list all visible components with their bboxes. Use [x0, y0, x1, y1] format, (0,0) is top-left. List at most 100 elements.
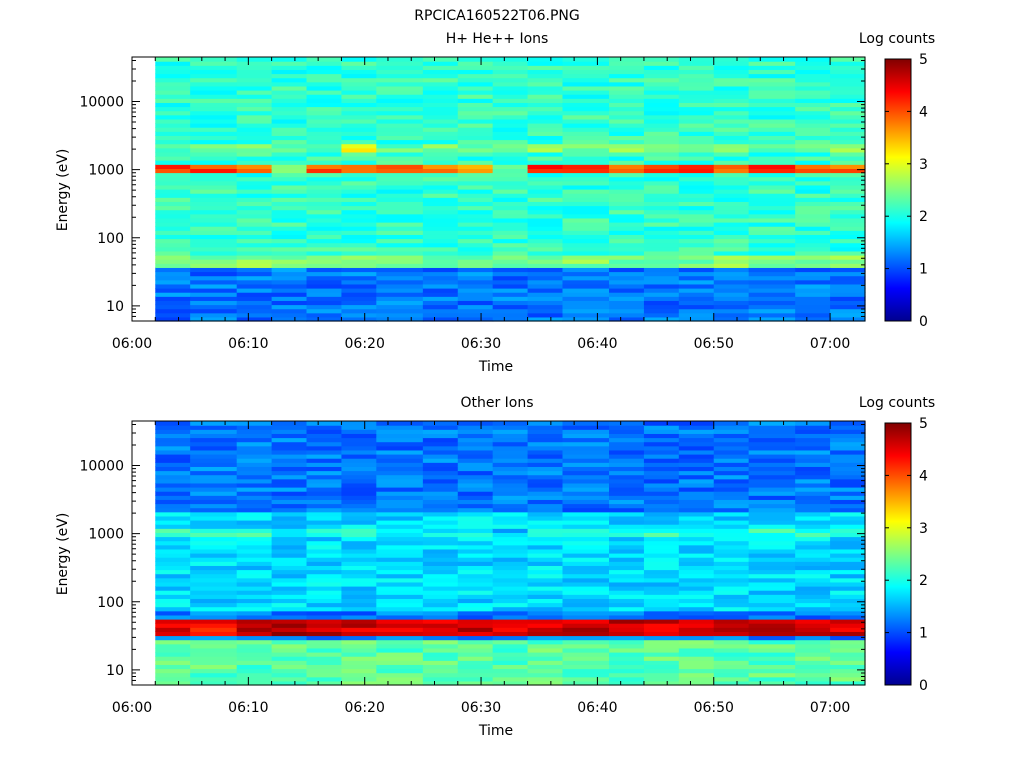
heatmap-cell: [306, 110, 343, 116]
heatmap-cell: [306, 623, 343, 628]
heatmap-cell: [527, 454, 564, 459]
heatmap-cell: [795, 614, 831, 620]
heatmap-cell: [271, 507, 308, 513]
heatmap-cell: [190, 226, 238, 231]
heatmap-cell: [562, 139, 610, 145]
heatmap-cell: [271, 288, 308, 293]
heatmap-cell: [376, 312, 424, 318]
heatmap-cell: [678, 553, 715, 558]
heatmap-cell: [830, 532, 866, 538]
heatmap-cell: [271, 94, 308, 99]
heatmap-cell: [830, 557, 866, 562]
heatmap-cell: [376, 503, 424, 509]
heatmap-cell: [271, 656, 308, 661]
heatmap-cell: [748, 110, 796, 116]
heatmap-cell: [236, 528, 273, 533]
heatmap-cell: [236, 664, 273, 670]
heatmap-cell: [609, 279, 645, 285]
heatmap-cell: [236, 503, 273, 509]
heatmap-cell: [748, 656, 796, 661]
heatmap-cell: [678, 164, 715, 169]
heatmap-cell: [748, 491, 796, 496]
heatmap-cell: [678, 548, 715, 554]
heatmap-cell: [190, 445, 238, 451]
heatmap-cell: [830, 114, 866, 120]
heatmap-cell: [236, 511, 273, 517]
heatmap-cell: [155, 292, 191, 297]
heatmap-cell: [609, 594, 645, 599]
heatmap-cell: [492, 598, 529, 604]
heatmap-cell: [457, 73, 494, 79]
heatmap-cell: [609, 602, 645, 608]
heatmap-cell: [190, 168, 238, 174]
heatmap-cell: [643, 680, 680, 686]
heatmap-cell: [527, 300, 564, 306]
heatmap-cell: [155, 445, 191, 451]
heatmap-cell: [457, 528, 494, 533]
heatmap-cell: [306, 90, 343, 95]
heatmap-cell: [236, 635, 273, 641]
heatmap-cell: [457, 316, 494, 322]
heatmap-cell: [376, 635, 424, 641]
heatmap-cell: [422, 557, 459, 562]
heatmap-cell: [643, 647, 680, 653]
heatmap-cell: [271, 466, 308, 472]
heatmap-cell: [457, 676, 494, 682]
heatmap-cell: [457, 598, 494, 604]
heatmap-cell: [830, 271, 866, 277]
heatmap-cell: [713, 226, 750, 231]
heatmap-cell: [492, 292, 529, 297]
heatmap-cell: [492, 201, 529, 207]
heatmap-cell: [830, 647, 866, 653]
heatmap-cell: [457, 594, 494, 599]
heatmap-cell: [271, 602, 308, 608]
heatmap-cell: [492, 238, 529, 244]
heatmap-cell: [830, 425, 866, 430]
heatmap-cell: [341, 242, 377, 248]
heatmap-cell: [190, 189, 238, 194]
heatmap-cell: [376, 598, 424, 604]
heatmap-cell: [376, 606, 424, 612]
heatmap-cell: [422, 482, 459, 488]
heatmap-cell: [422, 565, 459, 571]
heatmap-cell: [236, 156, 273, 161]
heatmap-cell: [422, 474, 459, 480]
heatmap-cell: [190, 652, 238, 657]
heatmap-cell: [306, 127, 343, 132]
heatmap-cell: [271, 238, 308, 244]
heatmap-cell: [527, 114, 564, 120]
heatmap-cell: [271, 127, 308, 132]
heatmap-cell: [609, 544, 645, 550]
heatmap-cell: [155, 275, 191, 281]
heatmap-cell: [492, 590, 529, 595]
heatmap-cell: [457, 429, 494, 434]
heatmap-cell: [306, 672, 343, 678]
heatmap-cell: [713, 300, 750, 306]
heatmap-cell: [643, 259, 680, 264]
heatmap-cell: [609, 250, 645, 256]
heatmap-cell: [713, 156, 750, 161]
heatmap-cell: [562, 77, 610, 83]
heatmap-cell: [271, 304, 308, 310]
heatmap-cell: [457, 565, 494, 571]
heatmap-cell: [306, 259, 343, 264]
heatmap-cell: [830, 590, 866, 595]
heatmap-cell: [609, 147, 645, 153]
heatmap-cell: [748, 482, 796, 488]
heatmap-cell: [341, 627, 377, 632]
heatmap-cell: [678, 102, 715, 108]
heatmap-cell: [713, 316, 750, 322]
heatmap-cell: [341, 561, 377, 566]
heatmap-cell: [830, 536, 866, 542]
heatmap-cell: [341, 449, 377, 455]
heatmap-cell: [457, 226, 494, 231]
heatmap-cell: [306, 610, 343, 616]
heatmap-cell: [422, 102, 459, 108]
heatmap-cell: [830, 569, 866, 575]
heatmap-cell: [492, 652, 529, 657]
heatmap-cell: [562, 172, 610, 178]
heatmap-cell: [562, 647, 610, 653]
heatmap-cell: [830, 449, 866, 455]
heatmap-cell: [236, 639, 273, 645]
heatmap-cell: [236, 590, 273, 595]
